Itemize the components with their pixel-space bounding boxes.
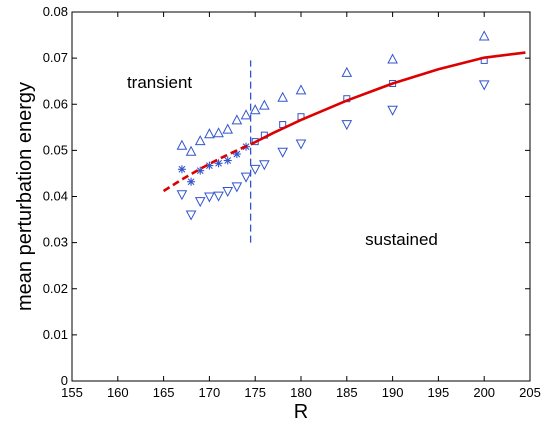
point-triangle-down <box>240 172 252 183</box>
point-triangle-down <box>387 105 398 116</box>
x-tick-label: 185 <box>336 385 358 400</box>
point-star <box>177 165 186 174</box>
point-triangle-down <box>204 192 215 203</box>
point-triangle-down <box>341 120 353 131</box>
point-triangle-up <box>231 114 243 125</box>
point-triangle-down <box>295 139 307 150</box>
y-axis-label: mean perturbation energy <box>14 82 36 311</box>
x-axis-label: R <box>294 401 308 423</box>
fit-curve-solid <box>250 51 526 146</box>
y-tick-label: 0 <box>61 373 68 388</box>
point-triangle-down <box>222 186 234 198</box>
y-tick-label: 0.05 <box>43 142 68 157</box>
x-tick-label: 160 <box>107 385 129 400</box>
x-tick-label: 175 <box>244 385 266 400</box>
y-tick-label: 0.02 <box>43 281 68 296</box>
point-triangle-up <box>295 84 307 95</box>
point-triangle-up <box>240 109 252 120</box>
x-tick-label: 180 <box>290 385 312 400</box>
point-star <box>187 177 196 186</box>
y-tick-label: 0.07 <box>43 50 68 65</box>
annotation-transient: transient <box>127 73 192 92</box>
x-tick-label: 205 <box>519 385 541 400</box>
point-triangle-up <box>185 145 197 156</box>
point-triangle-up <box>213 127 224 138</box>
x-tick-label: 190 <box>382 385 404 400</box>
point-triangle-down <box>194 197 206 208</box>
point-triangle-down <box>249 164 261 175</box>
x-tick-label: 165 <box>153 385 175 400</box>
point-triangle-up <box>204 128 215 139</box>
point-triangle-up <box>249 104 261 115</box>
y-tick-label: 0.08 <box>43 4 68 19</box>
point-triangle-up <box>341 66 353 77</box>
point-triangle-up <box>194 135 206 146</box>
x-tick-label: 170 <box>199 385 221 400</box>
point-triangle-up <box>387 53 398 64</box>
point-triangle-down <box>478 80 490 91</box>
point-triangle-down <box>277 147 289 158</box>
point-triangle-up <box>478 30 490 41</box>
point-triangle-down <box>176 190 188 201</box>
point-triangle-down <box>231 182 243 193</box>
y-tick-label: 0.01 <box>43 327 68 342</box>
point-star <box>223 156 232 165</box>
point-triangle-up <box>277 91 289 102</box>
point-triangle-up <box>259 99 270 110</box>
axes: 155 160 165 170 175 180 185 190 195 200 205 0 0.01 0.… <box>43 4 541 400</box>
annotation-sustained: sustained <box>365 230 438 249</box>
x-tick-label: 155 <box>61 385 83 400</box>
point-triangle-down <box>259 160 270 171</box>
y-tick-label: 0.06 <box>43 96 68 111</box>
y-tick-label: 0.03 <box>43 235 68 250</box>
point-triangle-up <box>176 139 188 150</box>
y-tick-label: 0.04 <box>43 189 68 204</box>
point-triangle-up <box>222 123 234 134</box>
point-star <box>214 159 223 168</box>
point-triangle-down <box>185 210 197 221</box>
plot-frame <box>71 11 531 382</box>
x-tick-label: 195 <box>428 385 450 400</box>
plot-marks <box>162 30 526 243</box>
point-triangle-down <box>213 191 224 202</box>
x-tick-label: 200 <box>473 385 495 400</box>
